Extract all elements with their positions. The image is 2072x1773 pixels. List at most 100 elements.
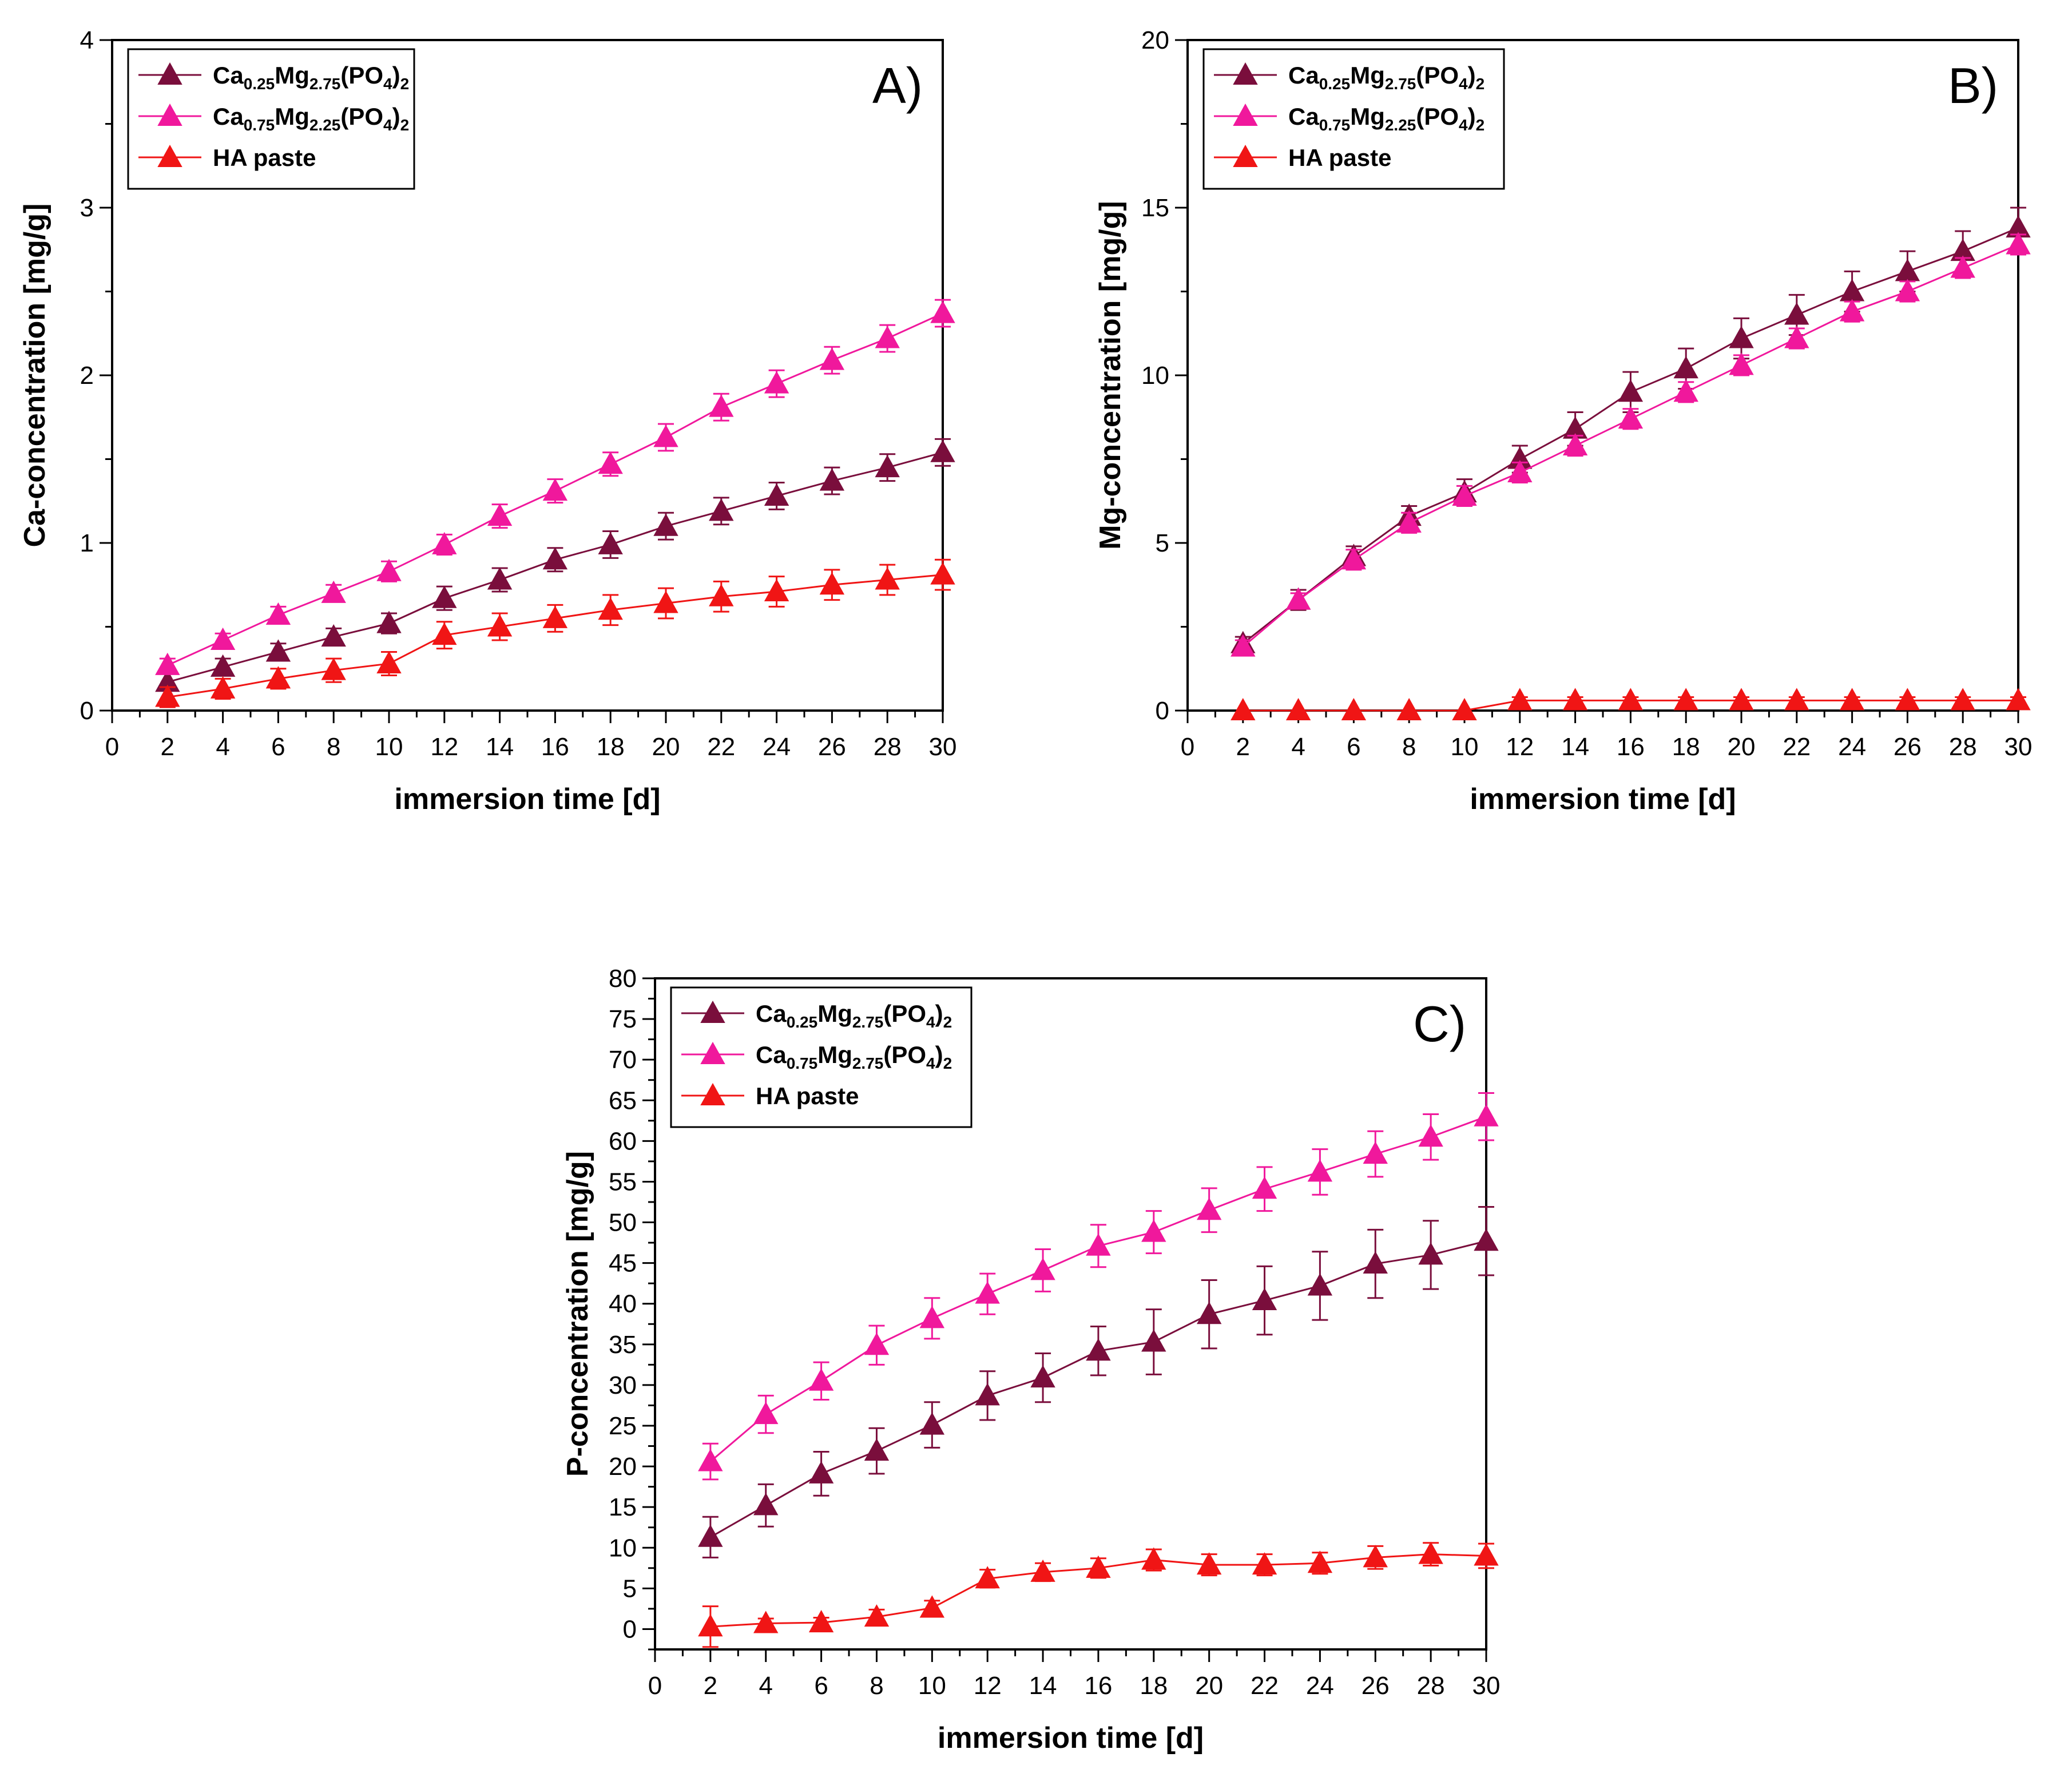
x-tick-label: 18 bbox=[597, 733, 625, 761]
legend-subscript: 0.25 bbox=[787, 1013, 818, 1031]
x-tick-label: 16 bbox=[541, 733, 569, 761]
legend-text-part: (PO bbox=[1416, 103, 1459, 130]
legend-subscript: 2.75 bbox=[1385, 75, 1416, 93]
data-point bbox=[432, 622, 457, 645]
data-point bbox=[1895, 279, 1920, 302]
y-tick-label: 0 bbox=[623, 1615, 637, 1643]
legend-text-part: (PO bbox=[340, 62, 383, 89]
data-point bbox=[1950, 688, 1975, 711]
legend-subscript: 4 bbox=[383, 75, 392, 93]
data-point bbox=[1086, 1233, 1111, 1256]
data-point bbox=[1418, 1541, 1443, 1564]
data-point bbox=[1363, 1141, 1388, 1164]
data-point bbox=[1839, 299, 1865, 322]
data-point bbox=[975, 1281, 1000, 1304]
legend-text-part: Ca bbox=[1288, 103, 1319, 130]
legend-text-part: Mg bbox=[275, 62, 309, 89]
x-tick-label: 24 bbox=[1306, 1672, 1334, 1700]
data-point bbox=[1141, 1547, 1166, 1570]
data-point bbox=[265, 602, 291, 625]
x-tick-label: 6 bbox=[1347, 733, 1360, 761]
legend-marker bbox=[700, 1000, 725, 1023]
data-point bbox=[875, 455, 900, 478]
data-point bbox=[1950, 255, 1975, 278]
data-point bbox=[598, 451, 623, 474]
data-point bbox=[2006, 688, 2031, 711]
legend-marker bbox=[157, 62, 182, 85]
data-point bbox=[1673, 688, 1698, 711]
legend-marker bbox=[157, 103, 182, 126]
series-1 bbox=[155, 299, 955, 675]
y-tick-label: 0 bbox=[80, 697, 94, 725]
data-point bbox=[1285, 587, 1311, 610]
data-point bbox=[155, 684, 180, 707]
data-point bbox=[1784, 302, 1809, 325]
data-point bbox=[709, 394, 734, 417]
data-point bbox=[919, 1412, 945, 1435]
data-point bbox=[1396, 510, 1422, 533]
y-tick-label: 10 bbox=[1141, 362, 1169, 390]
legend-text-part: Ca bbox=[213, 62, 244, 89]
y-tick-label: 60 bbox=[609, 1127, 637, 1155]
data-point bbox=[1141, 1219, 1166, 1242]
data-point bbox=[210, 627, 236, 650]
data-point bbox=[1784, 326, 1809, 348]
x-tick-label: 8 bbox=[870, 1672, 883, 1700]
data-point bbox=[1285, 697, 1311, 720]
data-point bbox=[1474, 1104, 1499, 1127]
x-tick-label: 24 bbox=[763, 733, 791, 761]
data-point bbox=[1839, 688, 1865, 711]
legend-text-part: Ca bbox=[1288, 62, 1319, 89]
data-point bbox=[1673, 356, 1698, 379]
legend-entry-label-1: Ca0.75Mg2.25(PO4)2 bbox=[1288, 103, 1484, 134]
data-point bbox=[1396, 697, 1422, 720]
legend-subscript: 4 bbox=[926, 1013, 935, 1031]
legend-text-part: Mg bbox=[817, 1041, 852, 1068]
legend-subscript: 0.75 bbox=[787, 1054, 818, 1072]
data-point bbox=[487, 503, 513, 526]
data-point bbox=[1895, 688, 1920, 711]
legend-entry-label-0: Ca0.25Mg2.75(PO4)2 bbox=[213, 62, 409, 93]
chart-panel-c: 0 2 4 6 8 10 12 14 16 18 20 22 24 26 28 300510152025303… bbox=[561, 965, 1500, 1755]
legend-text-part: Mg bbox=[275, 103, 309, 130]
x-tick-label: 24 bbox=[1838, 733, 1866, 761]
legend-subscript: 2.25 bbox=[309, 116, 341, 134]
data-point bbox=[819, 347, 845, 370]
data-point bbox=[764, 371, 789, 394]
legend-text-part: (PO bbox=[1416, 62, 1459, 89]
data-point bbox=[875, 567, 900, 590]
data-point bbox=[819, 572, 845, 595]
data-point bbox=[753, 1493, 779, 1516]
data-point bbox=[155, 652, 180, 675]
data-point bbox=[1729, 326, 1754, 348]
y-tick-label: 65 bbox=[609, 1086, 637, 1114]
series-line bbox=[1242, 244, 2019, 648]
y-tick-label: 40 bbox=[609, 1290, 637, 1318]
legend-subscript: 0.25 bbox=[244, 75, 275, 93]
x-tick-label: 4 bbox=[216, 733, 229, 761]
legend-marker bbox=[1233, 103, 1258, 126]
x-tick-label: 2 bbox=[704, 1672, 717, 1700]
data-point bbox=[1363, 1251, 1388, 1274]
data-point bbox=[930, 562, 955, 585]
y-axis-title: Ca-concentration [mg/g] bbox=[18, 204, 51, 548]
y-tick-label: 75 bbox=[609, 1005, 637, 1033]
data-point bbox=[1474, 1228, 1499, 1251]
y-tick-label: 20 bbox=[1141, 26, 1169, 54]
y-tick-label: 15 bbox=[1141, 194, 1169, 222]
data-point bbox=[864, 1332, 890, 1355]
data-point bbox=[1252, 1287, 1277, 1311]
legend-subscript: 2 bbox=[943, 1013, 952, 1031]
data-point bbox=[598, 531, 623, 554]
data-point bbox=[432, 531, 457, 554]
data-point bbox=[321, 624, 346, 647]
data-point bbox=[1196, 1197, 1222, 1220]
x-tick-label: 22 bbox=[1783, 733, 1811, 761]
data-point bbox=[753, 1402, 779, 1425]
legend-marker bbox=[1233, 62, 1258, 85]
x-tick-label: 28 bbox=[874, 733, 902, 761]
x-tick-label: 12 bbox=[430, 733, 458, 761]
